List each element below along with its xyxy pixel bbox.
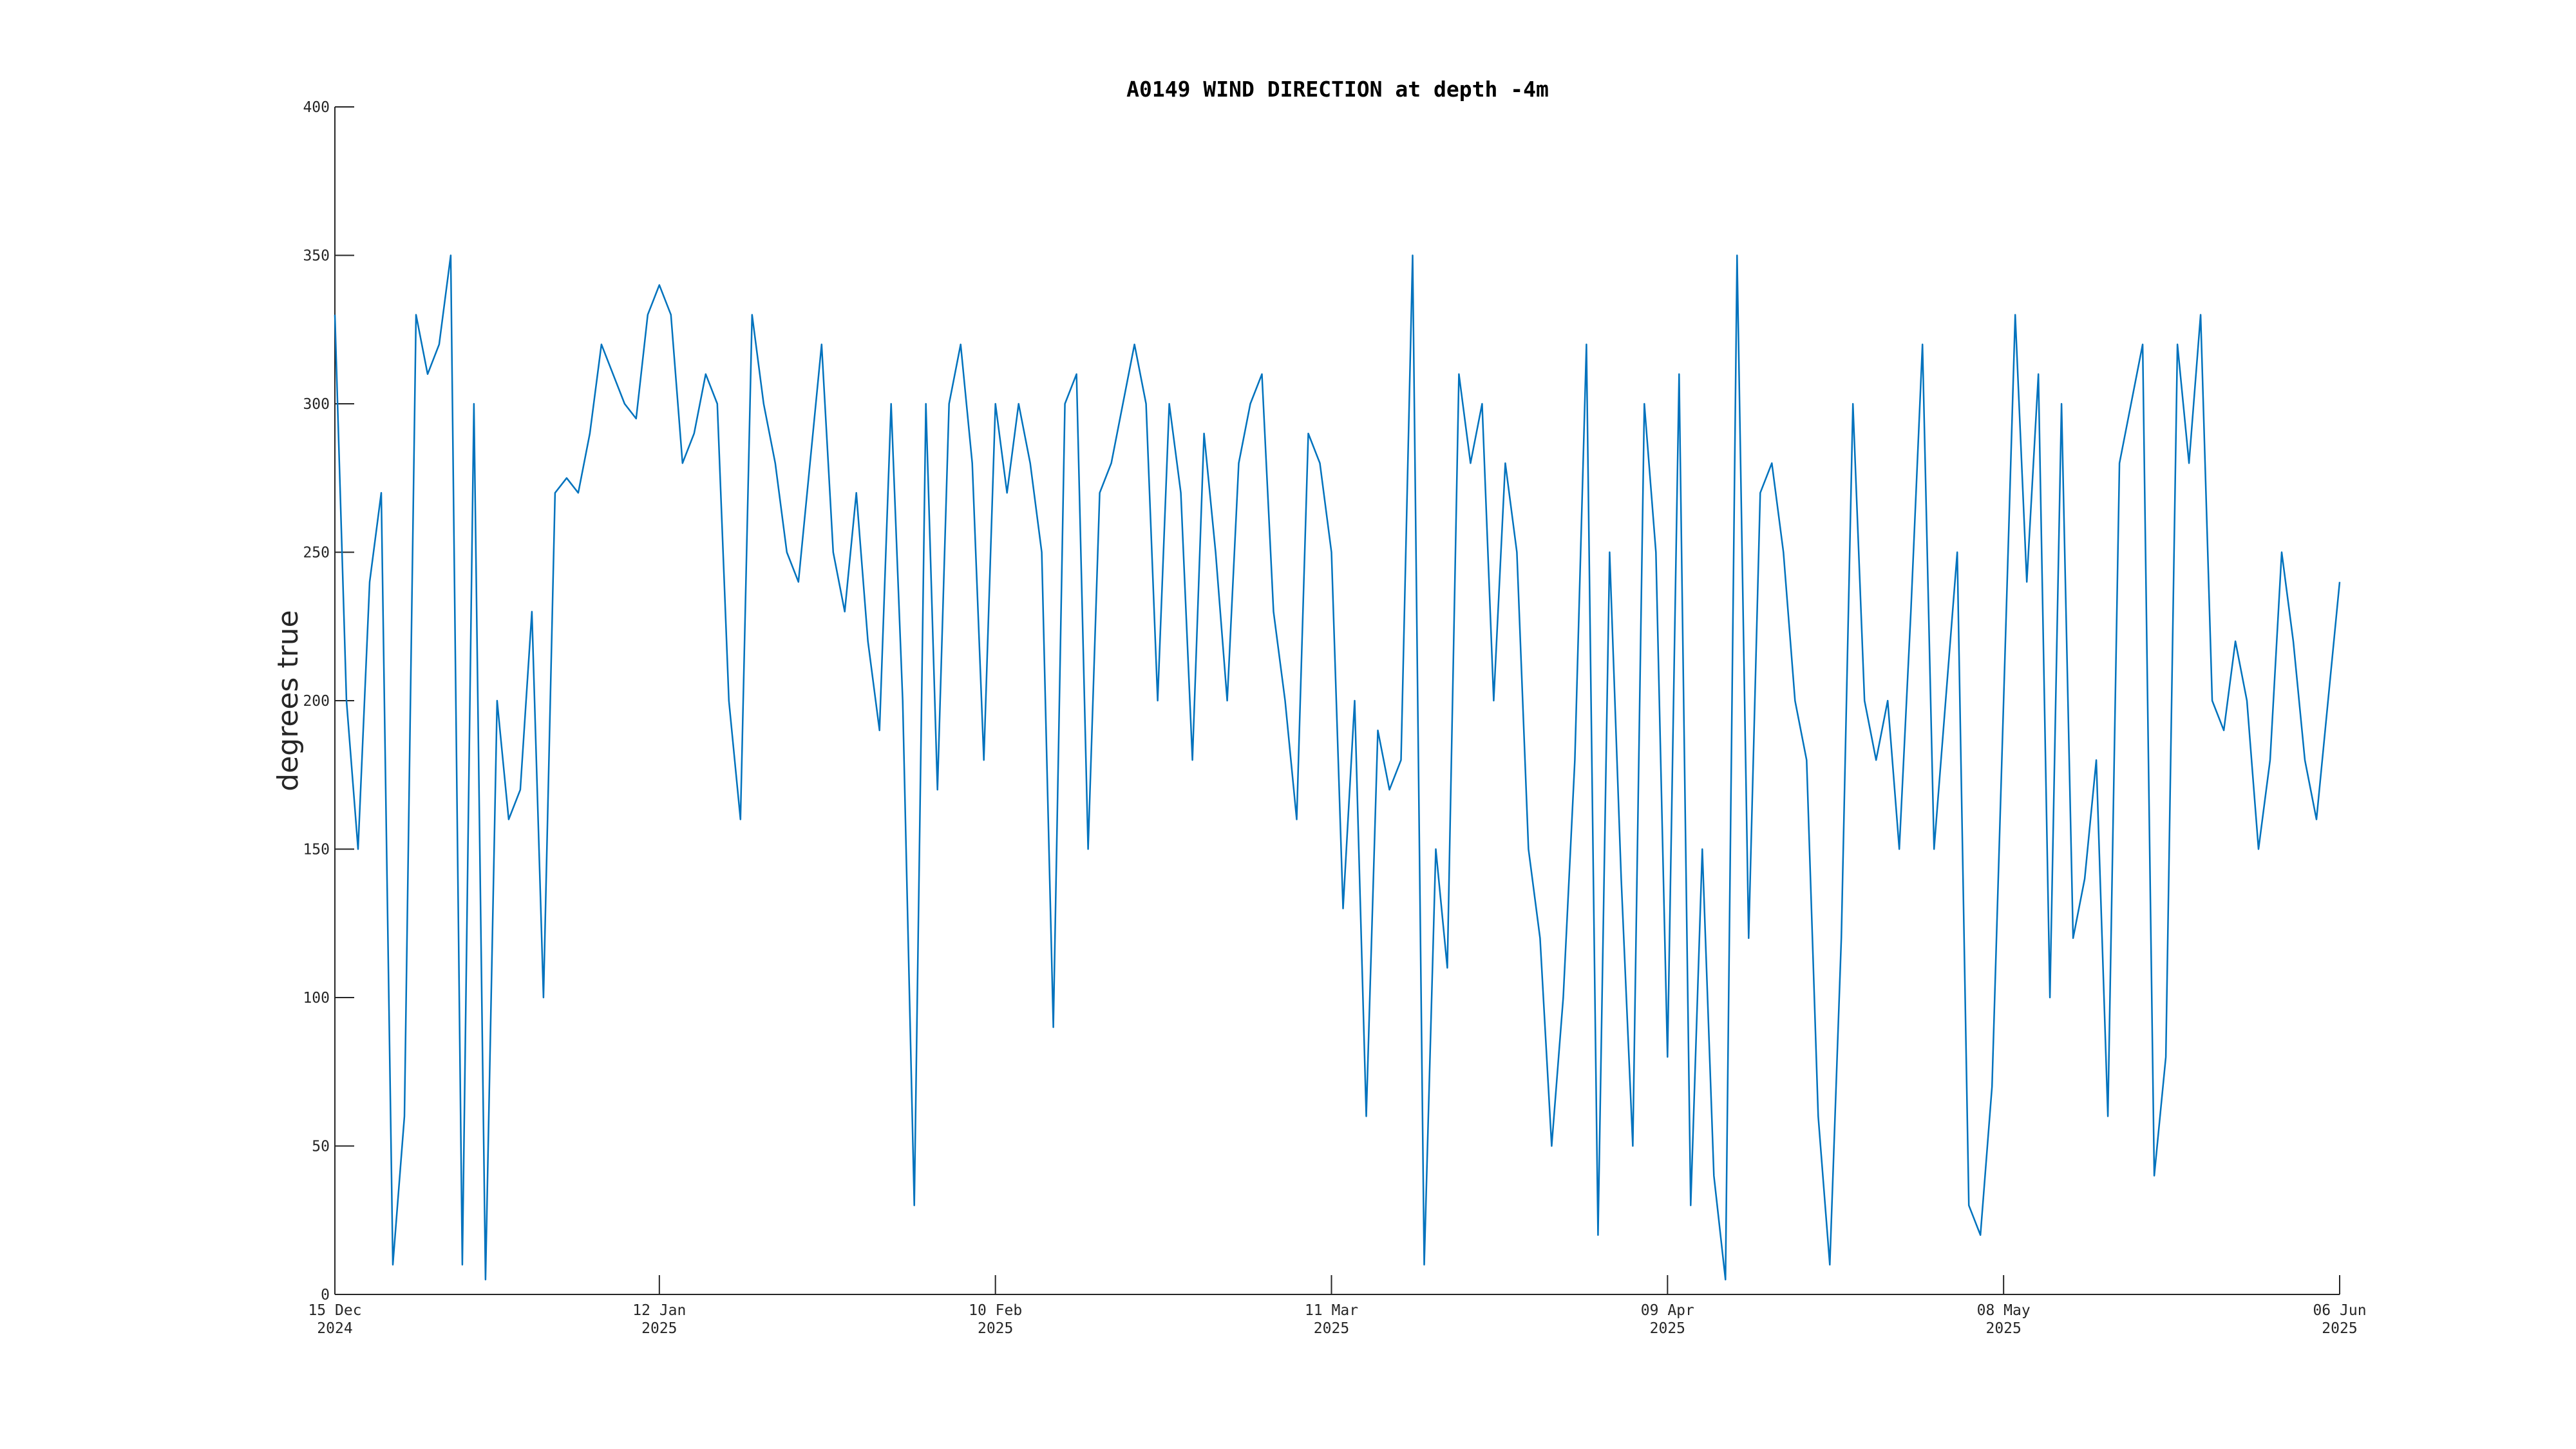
- y-tick-label: 50: [312, 1139, 330, 1155]
- y-tick-label: 350: [303, 248, 330, 265]
- y-tick-label: 300: [303, 396, 330, 413]
- x-tick-label: 08 May: [1977, 1302, 2031, 1319]
- x-tick-label: 2025: [641, 1320, 677, 1337]
- x-tick-label: 09 Apr: [1641, 1302, 1694, 1319]
- y-tick-label: 200: [303, 693, 330, 710]
- y-tick-label: 150: [303, 842, 330, 858]
- x-tick-label: 2025: [1985, 1320, 2021, 1337]
- x-tick-label: 2025: [1314, 1320, 1349, 1337]
- x-tick-label: 2024: [317, 1320, 352, 1337]
- y-tick-label: 400: [303, 99, 330, 116]
- x-tick-label: 06 Jun: [2313, 1302, 2366, 1319]
- y-tick-label: 0: [321, 1287, 330, 1303]
- x-tick-label: 2025: [1650, 1320, 1685, 1337]
- chart-title: A0149 WIND DIRECTION at depth -4m: [1126, 77, 1549, 102]
- x-tick-label: 10 Feb: [969, 1302, 1022, 1319]
- y-axis-label: degrees true: [272, 610, 305, 791]
- y-tick-label: 250: [303, 545, 330, 562]
- data-line: [334, 254, 2341, 1281]
- y-tick-label: 100: [303, 990, 330, 1007]
- x-tick-label: 2025: [978, 1320, 1013, 1337]
- x-tick-label: 2025: [2322, 1320, 2357, 1337]
- x-tick-label: 15 Dec: [308, 1302, 361, 1319]
- x-tick-label: 12 Jan: [632, 1302, 686, 1319]
- x-tick-label: 11 Mar: [1305, 1302, 1358, 1319]
